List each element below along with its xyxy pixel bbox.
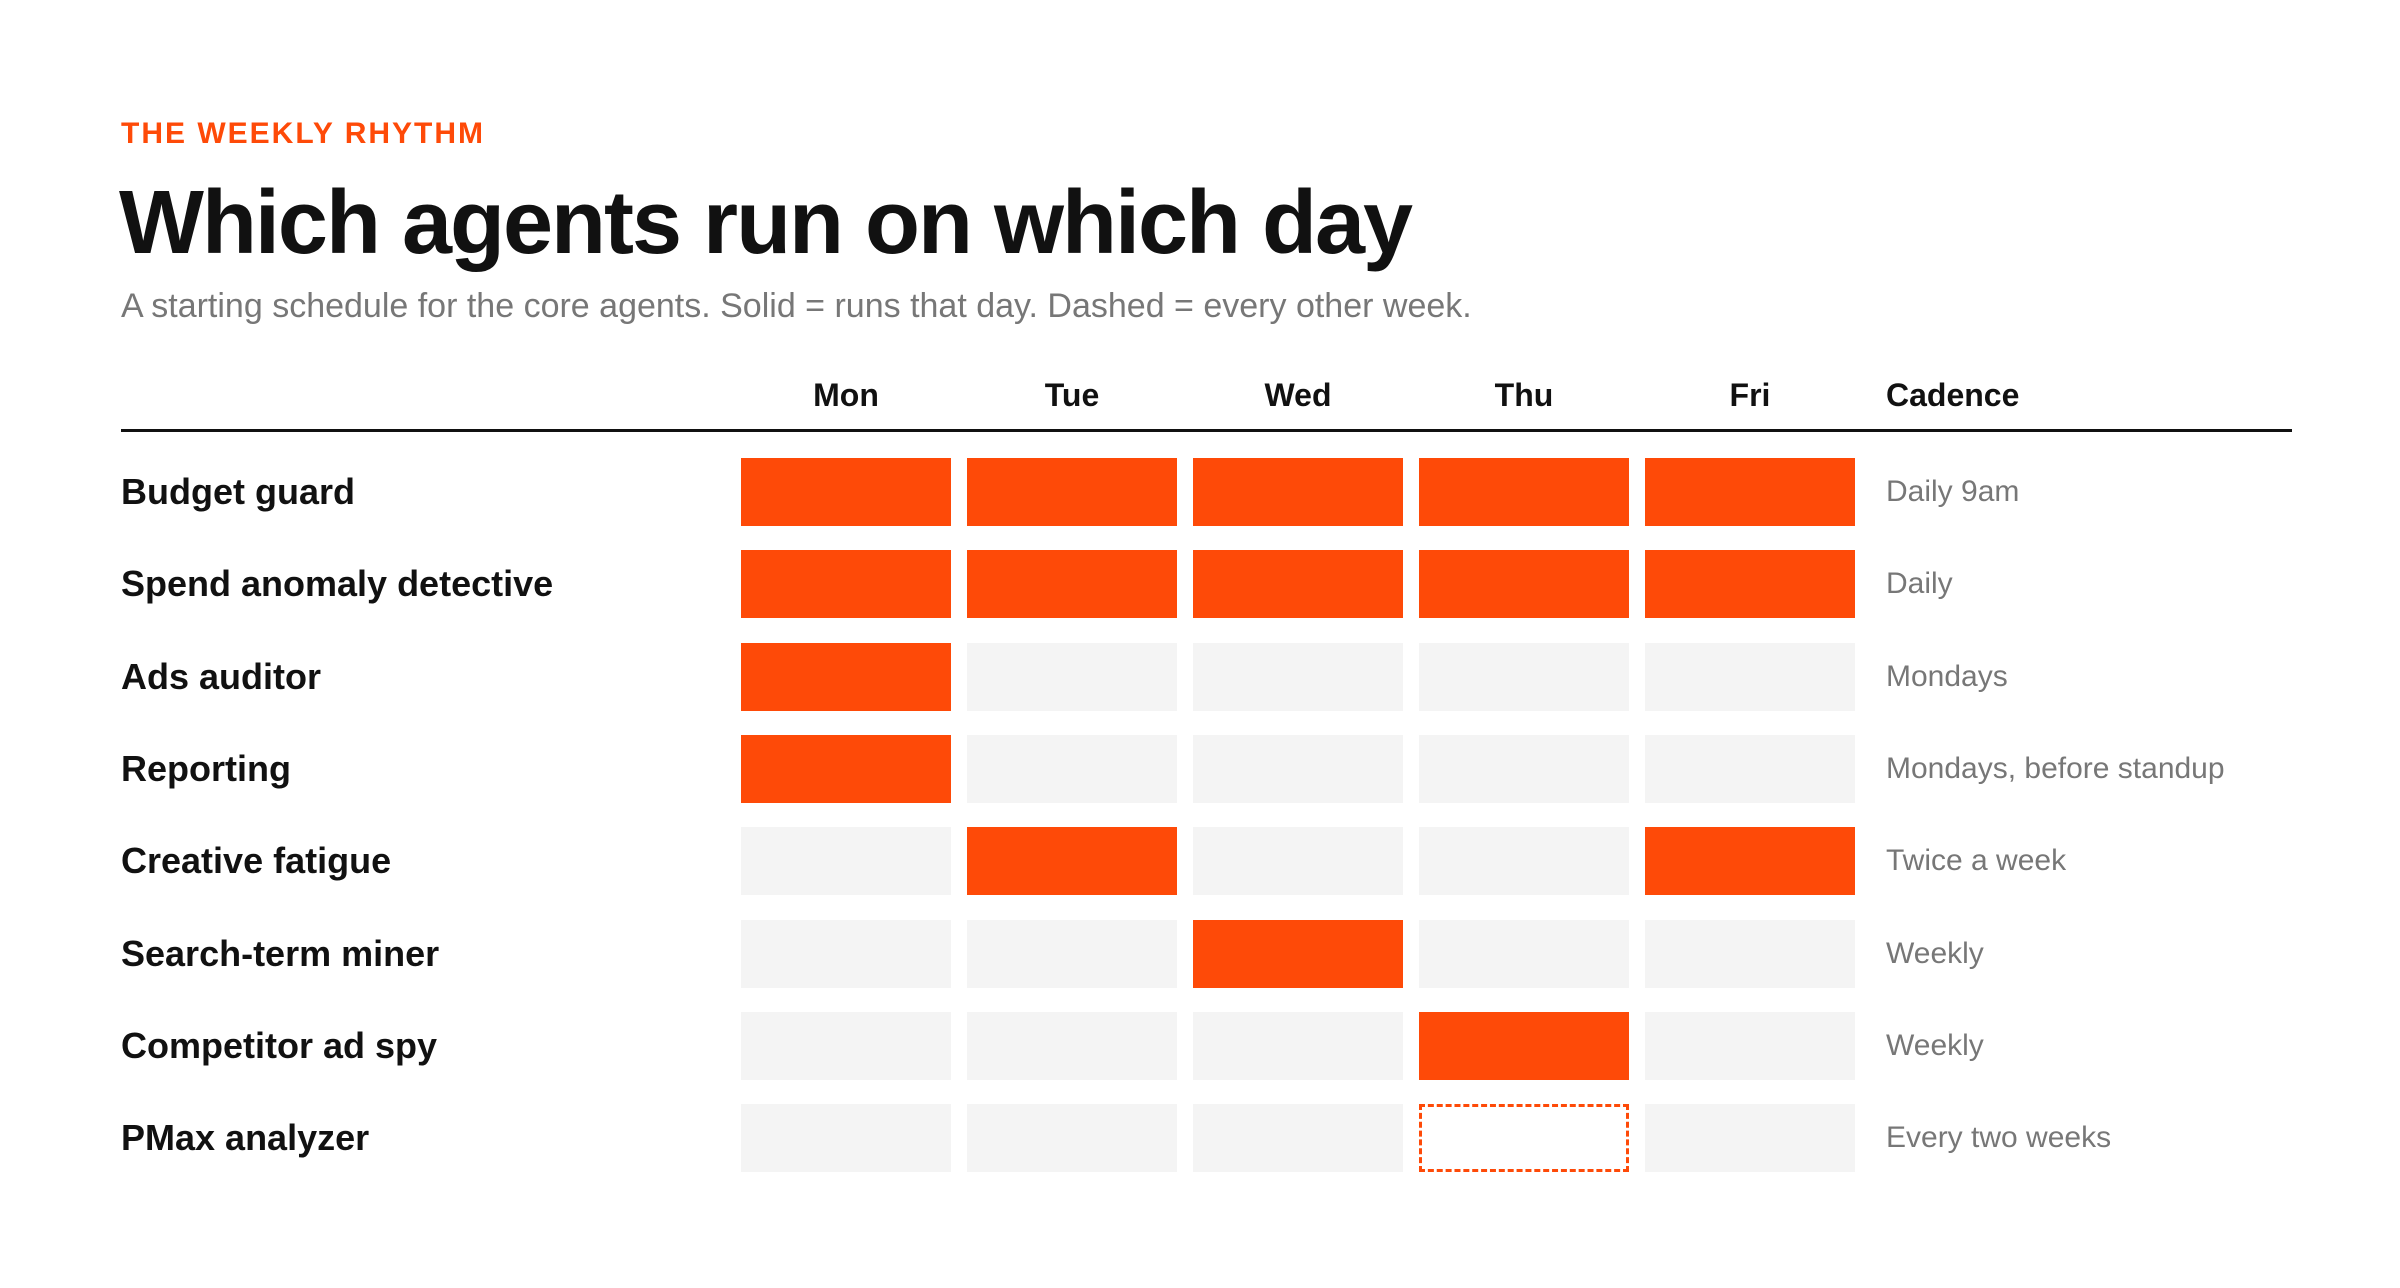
agent-row: Reporting Mondays, before standup bbox=[0, 735, 2400, 803]
schedule-cell-fri-empty bbox=[1645, 920, 1855, 988]
agent-cadence: Daily bbox=[1886, 567, 1953, 600]
agent-name: Competitor ad spy bbox=[121, 1025, 438, 1066]
schedule-cell-wed-empty bbox=[1193, 735, 1403, 803]
schedule-cell-fri-empty bbox=[1645, 1104, 1855, 1172]
schedule-cell-tue-empty bbox=[967, 1012, 1177, 1080]
schedule-cell-wed-empty bbox=[1193, 643, 1403, 711]
schedule-cell-thu-solid bbox=[1419, 458, 1629, 526]
agent-name: PMax analyzer bbox=[121, 1117, 370, 1158]
schedule-cell-thu-empty bbox=[1419, 643, 1629, 711]
schedule-cell-thu-empty bbox=[1419, 920, 1629, 988]
schedule-cell-fri-empty bbox=[1645, 1012, 1855, 1080]
schedule-cell-fri-empty bbox=[1645, 735, 1855, 803]
schedule-cell-wed-solid bbox=[1193, 920, 1403, 988]
schedule-cell-tue-solid bbox=[967, 827, 1177, 895]
cadence-header: Cadence bbox=[1886, 377, 2020, 413]
agent-row: Spend anomaly detective Daily bbox=[0, 550, 2400, 618]
schedule-cell-mon-empty bbox=[741, 1104, 951, 1172]
day-header-tue: Tue bbox=[1044, 377, 1100, 413]
schedule-cell-wed-solid bbox=[1193, 550, 1403, 618]
schedule-cell-mon-solid bbox=[741, 643, 951, 711]
agent-name: Search-term miner bbox=[121, 933, 440, 974]
schedule-cell-tue-empty bbox=[967, 735, 1177, 803]
eyebrow-label: THE WEEKLY RHYTHM bbox=[121, 117, 486, 150]
schedule-cell-thu-solid bbox=[1419, 1012, 1629, 1080]
agent-cadence: Daily 9am bbox=[1886, 475, 2020, 508]
agent-row: Competitor ad spy Weekly bbox=[0, 1012, 2400, 1080]
agent-row: Budget guard Daily 9am bbox=[0, 458, 2400, 526]
schedule-cell-fri-empty bbox=[1645, 643, 1855, 711]
schedule-cell-mon-empty bbox=[741, 920, 951, 988]
schedule-cell-tue-empty bbox=[967, 643, 1177, 711]
schedule-cell-wed-solid bbox=[1193, 458, 1403, 526]
agent-cadence: Twice a week bbox=[1886, 844, 2067, 877]
agent-cadence: Mondays, before standup bbox=[1886, 752, 2225, 785]
schedule-cell-tue-solid bbox=[967, 458, 1177, 526]
schedule-cell-fri-solid bbox=[1645, 827, 1855, 895]
schedule-cell-thu-dashed bbox=[1419, 1104, 1629, 1172]
day-header-thu: Thu bbox=[1494, 377, 1554, 413]
schedule-cell-wed-empty bbox=[1193, 827, 1403, 895]
day-header-mon: Mon bbox=[813, 377, 879, 413]
agent-name: Spend anomaly detective bbox=[121, 563, 554, 604]
agent-cadence: Weekly bbox=[1886, 937, 1984, 970]
agent-cadence: Every two weeks bbox=[1886, 1121, 2112, 1154]
schedule-cell-tue-solid bbox=[967, 550, 1177, 618]
agent-cadence: Mondays bbox=[1886, 660, 2008, 693]
day-header-fri: Fri bbox=[1729, 377, 1771, 413]
page-title: Which agents run on which day bbox=[119, 173, 1413, 273]
schedule-header: Mon Tue Wed Thu Fri Cadence bbox=[0, 370, 2400, 420]
agent-cadence: Weekly bbox=[1886, 1029, 1984, 1062]
agent-row: Search-term miner Weekly bbox=[0, 920, 2400, 988]
agent-row: Ads auditor Mondays bbox=[0, 643, 2400, 711]
schedule-cell-wed-empty bbox=[1193, 1104, 1403, 1172]
header-rule bbox=[121, 429, 2292, 432]
agent-name: Ads auditor bbox=[121, 656, 322, 697]
agent-name: Reporting bbox=[121, 748, 291, 789]
day-header-wed: Wed bbox=[1264, 377, 1332, 413]
schedule-cell-mon-empty bbox=[741, 1012, 951, 1080]
schedule-cell-tue-empty bbox=[967, 920, 1177, 988]
page-subtitle: A starting schedule for the core agents.… bbox=[121, 287, 1472, 325]
schedule-cell-mon-solid bbox=[741, 550, 951, 618]
schedule-cell-wed-empty bbox=[1193, 1012, 1403, 1080]
schedule-cell-fri-solid bbox=[1645, 550, 1855, 618]
schedule-cell-mon-empty bbox=[741, 827, 951, 895]
agent-row: PMax analyzer Every two weeks bbox=[0, 1104, 2400, 1172]
agent-name: Creative fatigue bbox=[121, 840, 392, 881]
agent-name: Budget guard bbox=[121, 471, 355, 512]
schedule-cell-thu-solid bbox=[1419, 550, 1629, 618]
schedule-cell-thu-empty bbox=[1419, 735, 1629, 803]
schedule-cell-fri-solid bbox=[1645, 458, 1855, 526]
schedule-cell-mon-solid bbox=[741, 735, 951, 803]
agent-row: Creative fatigue Twice a week bbox=[0, 827, 2400, 895]
schedule-cell-mon-solid bbox=[741, 458, 951, 526]
schedule-cell-tue-empty bbox=[967, 1104, 1177, 1172]
schedule-cell-thu-empty bbox=[1419, 827, 1629, 895]
